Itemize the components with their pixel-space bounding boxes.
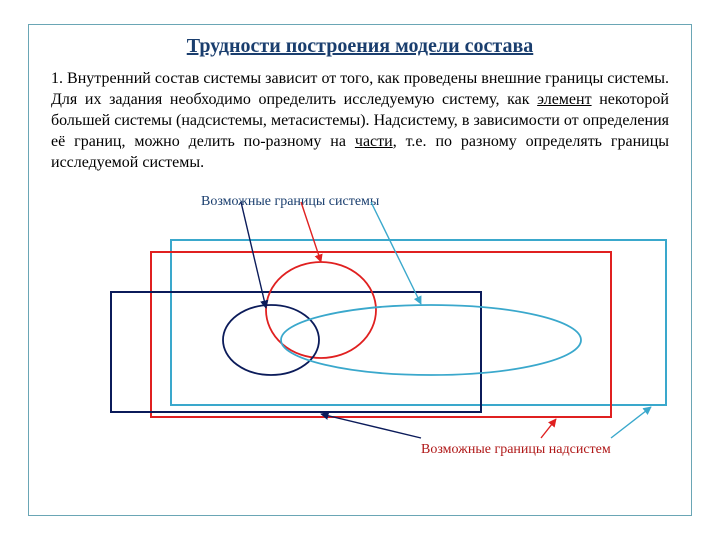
- slide-frame: Трудности построения модели состава 1. В…: [28, 24, 692, 516]
- para-underline-1: элемент: [537, 91, 591, 108]
- diagram-area: Возможные границы системы Возможные гран…: [51, 180, 669, 460]
- para-underline-2: части: [355, 133, 393, 150]
- diagram-svg: [51, 180, 671, 460]
- body-paragraph: 1. Внутренний состав системы зависит от …: [51, 68, 669, 174]
- slide-title: Трудности построения модели состава: [51, 35, 669, 58]
